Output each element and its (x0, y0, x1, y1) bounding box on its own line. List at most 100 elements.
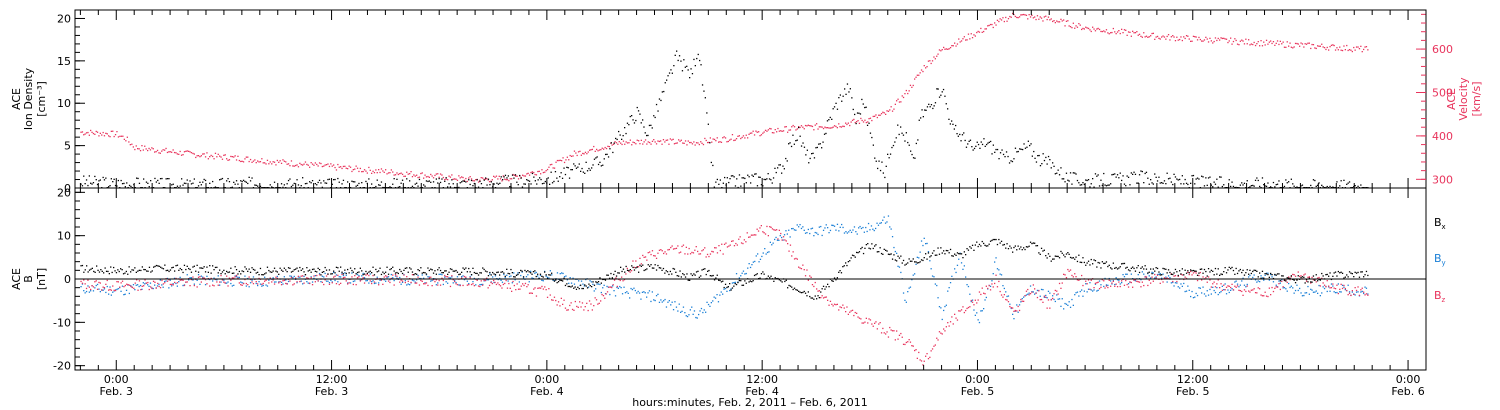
by-point (1355, 291, 1358, 293)
by-point (88, 291, 90, 293)
bx-point (770, 275, 772, 277)
bz-point (789, 244, 792, 246)
bz-point (328, 283, 331, 285)
bx-point (451, 268, 453, 271)
velocity-point (1014, 15, 1016, 18)
bx-point (573, 287, 575, 289)
bx-point (269, 271, 271, 273)
bx-point (926, 258, 928, 260)
velocity-point (1180, 36, 1182, 38)
bx-point (520, 269, 522, 272)
bz-point (189, 285, 191, 287)
by-point (430, 280, 432, 282)
velocity-point (454, 178, 456, 180)
by-point (569, 277, 571, 279)
by-point (299, 276, 301, 278)
bx-point (1151, 273, 1153, 275)
velocity-point (566, 156, 568, 158)
bx-point (796, 289, 798, 291)
bx-point (806, 295, 808, 297)
bz-point (347, 283, 349, 285)
bz-point (625, 273, 627, 275)
bz-point (555, 299, 557, 302)
density-point (629, 115, 631, 118)
density-point (237, 183, 239, 185)
velocity-point (1031, 14, 1033, 16)
bz-point (1206, 281, 1208, 283)
velocity-point (722, 137, 724, 139)
by-point (578, 280, 580, 282)
by-point (1057, 298, 1059, 300)
bz-point (264, 280, 266, 282)
bx-point (178, 269, 180, 271)
by-point (1317, 292, 1319, 294)
velocity-point (348, 165, 350, 167)
bx-point (394, 272, 397, 274)
bx-point (614, 270, 616, 272)
bx-point (196, 264, 198, 266)
bz-point (121, 280, 124, 282)
velocity-point (618, 141, 620, 143)
bx-point (292, 270, 294, 272)
velocity-point (235, 159, 238, 161)
bz-point (969, 306, 971, 308)
by-point (768, 251, 770, 253)
velocity-point (1145, 35, 1148, 37)
velocity-point (272, 161, 274, 163)
velocity-point (825, 127, 827, 129)
velocity-point (279, 160, 281, 162)
velocity-point (452, 178, 454, 180)
density-point (995, 148, 997, 151)
density-point (575, 167, 578, 169)
density-point (689, 77, 691, 79)
density-point (138, 182, 141, 184)
velocity-point (416, 174, 418, 176)
by-point (109, 286, 111, 288)
bz-point (851, 309, 854, 311)
bx-point (589, 285, 591, 287)
velocity-point (1165, 38, 1167, 40)
velocity-point (1127, 31, 1130, 33)
density-point (581, 167, 583, 170)
velocity-point (702, 143, 705, 146)
density-point (755, 173, 757, 175)
density-point (1069, 172, 1072, 174)
density-point (763, 178, 765, 181)
velocity-point (1276, 40, 1279, 42)
bz-point (345, 280, 347, 282)
density-point (563, 167, 565, 169)
by-point (636, 292, 638, 294)
velocity-point (664, 141, 666, 143)
bz-point (632, 260, 634, 262)
bx-point (791, 286, 793, 288)
by-point (351, 272, 353, 274)
by-point (156, 285, 159, 287)
velocity-point (896, 100, 898, 102)
velocity-point (1121, 28, 1123, 30)
by-point (858, 227, 860, 229)
velocity-point (1299, 45, 1301, 47)
density-point (792, 134, 794, 136)
velocity-point (889, 109, 891, 111)
bz-point (971, 301, 974, 303)
velocity-point (1275, 42, 1277, 44)
by-point (506, 274, 508, 276)
density-point (1317, 184, 1319, 186)
velocity-point (814, 124, 816, 126)
bx-point (330, 273, 332, 275)
velocity-point (875, 114, 877, 116)
bz-point (109, 288, 111, 291)
by-point (1020, 301, 1022, 303)
bx-point (824, 288, 826, 290)
bz-point (871, 323, 873, 325)
bx-point (444, 270, 446, 272)
bz-point (601, 293, 603, 296)
bz-point (157, 282, 159, 285)
by-point (330, 279, 332, 281)
velocity-point (926, 66, 928, 68)
bx-point (865, 244, 867, 246)
by-point (261, 285, 263, 287)
bx-point (593, 284, 596, 286)
bx-point (1290, 275, 1292, 277)
density-point (914, 157, 916, 159)
